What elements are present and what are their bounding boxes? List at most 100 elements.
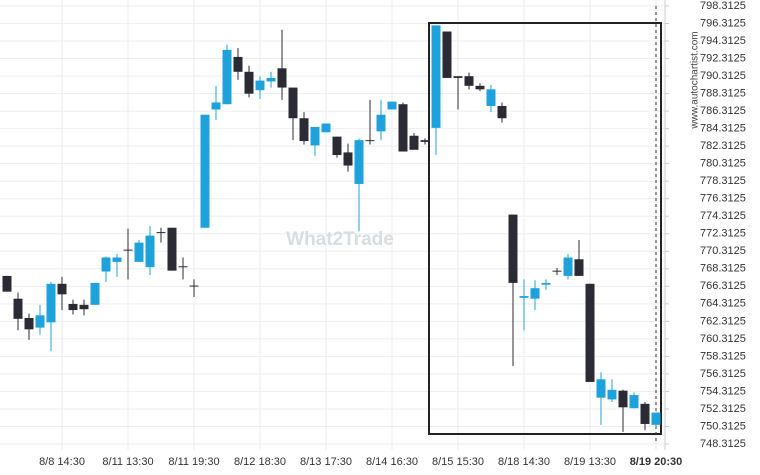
y-tick-label: 764.3125 bbox=[700, 298, 746, 310]
candle-body bbox=[200, 114, 210, 228]
candle-body bbox=[563, 257, 573, 276]
candle-body bbox=[178, 266, 188, 268]
y-tick-label: 798.3125 bbox=[700, 0, 746, 12]
candle-body bbox=[651, 412, 661, 425]
x-tick-label: 8/18 14:30 bbox=[498, 456, 550, 468]
candle-body bbox=[112, 257, 122, 262]
y-tick-label: 772.3125 bbox=[700, 228, 746, 240]
candle-body bbox=[409, 135, 419, 150]
candle-body bbox=[90, 282, 100, 305]
candle-body bbox=[464, 76, 474, 86]
candle-body bbox=[607, 389, 617, 400]
candle-body bbox=[266, 77, 276, 82]
candle-body bbox=[365, 140, 375, 142]
candle-body bbox=[585, 283, 595, 382]
y-tick-label: 780.3125 bbox=[700, 158, 746, 170]
y-tick-label: 754.3125 bbox=[700, 385, 746, 397]
candle-body bbox=[475, 85, 485, 90]
y-tick-label: 774.3125 bbox=[700, 210, 746, 222]
watermark: What2Trade bbox=[286, 229, 394, 250]
y-tick-label: 750.3125 bbox=[700, 420, 746, 432]
candle-body bbox=[530, 288, 540, 299]
y-tick-label: 778.3125 bbox=[700, 175, 746, 187]
candle-body bbox=[519, 296, 529, 298]
y-tick-label: 760.3125 bbox=[700, 333, 746, 345]
candle-body bbox=[222, 49, 232, 105]
source: www.autochartist.com bbox=[690, 31, 701, 129]
x-tick-label: 8/19 13:30 bbox=[564, 456, 616, 468]
candle-body bbox=[288, 87, 298, 119]
highlight-box bbox=[428, 22, 662, 435]
candle-body bbox=[442, 31, 452, 78]
candle-body bbox=[189, 285, 199, 287]
x-tick-label: 8/12 18:30 bbox=[234, 456, 286, 468]
candle-body bbox=[420, 140, 430, 142]
candle-body bbox=[24, 317, 34, 330]
y-tick-label: 794.3125 bbox=[700, 35, 746, 47]
x-tick-label: 8/11 13:30 bbox=[102, 456, 153, 468]
candle-body bbox=[508, 214, 518, 283]
candle-body bbox=[134, 242, 144, 262]
candle-body bbox=[486, 89, 496, 106]
y-tick-label: 796.3125 bbox=[700, 17, 746, 29]
y-tick-label: 766.3125 bbox=[700, 280, 746, 292]
candle-body bbox=[167, 227, 177, 271]
candle-body bbox=[431, 25, 441, 128]
candle-body bbox=[299, 118, 309, 142]
y-tick-label: 756.3125 bbox=[700, 368, 746, 380]
candle-body bbox=[244, 71, 254, 94]
x-tick-label: 8/8 14:30 bbox=[39, 456, 85, 468]
y-tick-label: 762.3125 bbox=[700, 315, 746, 327]
candle-body bbox=[398, 104, 408, 152]
candle-body bbox=[541, 282, 551, 285]
y-tick-label: 752.3125 bbox=[700, 403, 746, 415]
candle-body bbox=[640, 403, 650, 424]
y-tick-label: 782.3125 bbox=[700, 140, 746, 152]
candle-body bbox=[618, 390, 628, 408]
candle-body bbox=[629, 395, 639, 409]
y-tick-label: 768.3125 bbox=[700, 263, 746, 275]
y-tick-label: 758.3125 bbox=[700, 350, 746, 362]
candle-body bbox=[332, 136, 342, 156]
candle-body bbox=[2, 275, 12, 292]
candle-body bbox=[233, 56, 243, 72]
y-tick-label: 776.3125 bbox=[700, 193, 746, 205]
x-tick-label: 8/13 17:30 bbox=[300, 456, 352, 468]
candle-body bbox=[310, 126, 320, 146]
candle-body bbox=[156, 232, 166, 234]
y-tick-label: 770.3125 bbox=[700, 245, 746, 257]
candle-body bbox=[35, 315, 45, 328]
y-tick-label: 786.3125 bbox=[700, 105, 746, 117]
candle-body bbox=[376, 114, 386, 132]
candle-body bbox=[552, 270, 562, 272]
y-tick-label: 790.3125 bbox=[700, 70, 746, 82]
y-tick-label: 784.3125 bbox=[700, 123, 746, 135]
x-tick-label: 8/15 15:30 bbox=[432, 456, 484, 468]
candle-body bbox=[101, 257, 111, 272]
candle-body bbox=[321, 123, 331, 133]
y-tick-label: 792.3125 bbox=[700, 52, 746, 64]
y-tick-label: 748.3125 bbox=[700, 438, 746, 450]
candle-body bbox=[68, 303, 78, 311]
candle-body bbox=[497, 105, 507, 119]
candle-body bbox=[574, 259, 584, 276]
candle-body bbox=[343, 152, 353, 166]
x-tick-label: 8/19 20:30 bbox=[630, 456, 683, 468]
candle-body bbox=[596, 379, 606, 398]
x-tick-label: 8/11 19:30 bbox=[168, 456, 219, 468]
candle-body bbox=[57, 283, 67, 295]
candle-body bbox=[13, 298, 23, 319]
y-tick-label: 788.3125 bbox=[700, 88, 746, 100]
candle-body bbox=[211, 102, 221, 110]
candle-body bbox=[387, 101, 397, 110]
candle-body bbox=[79, 304, 89, 310]
x-tick-label: 8/14 16:30 bbox=[366, 456, 418, 468]
candle-body bbox=[453, 76, 463, 78]
candle-body bbox=[277, 68, 287, 88]
candle-body bbox=[255, 80, 265, 91]
candle-body bbox=[145, 235, 155, 268]
candle-body bbox=[46, 283, 56, 323]
candle-body bbox=[354, 140, 364, 184]
candle-body bbox=[123, 249, 133, 251]
